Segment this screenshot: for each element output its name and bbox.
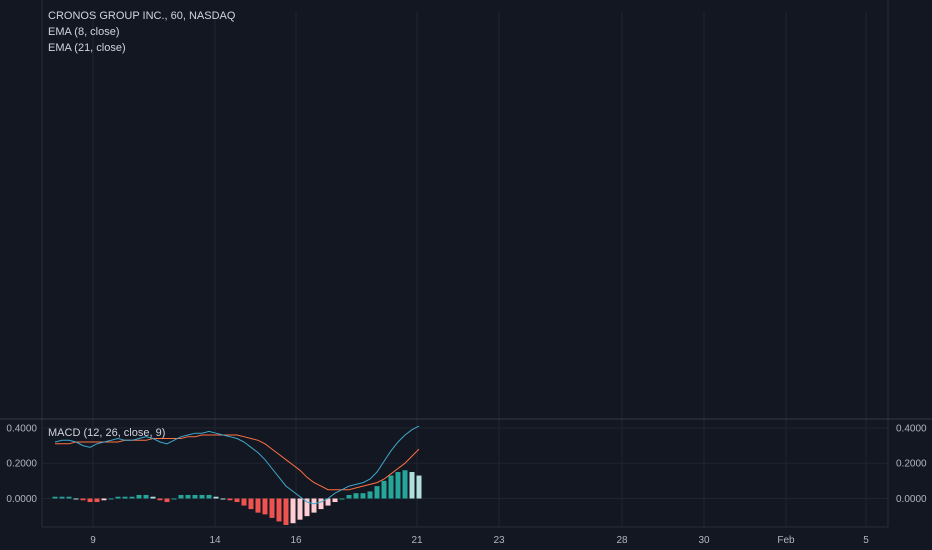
macd-histogram-bar xyxy=(297,498,303,520)
macd-histogram-bar xyxy=(94,498,100,503)
macd-histogram-bar xyxy=(227,498,233,501)
macd-histogram-bar xyxy=(248,498,254,510)
macd-histogram-bar xyxy=(311,498,317,513)
macd-histogram-bar xyxy=(206,494,212,499)
macd-histogram-bar xyxy=(353,493,359,499)
macd-histogram-bar xyxy=(339,498,345,500)
macd-histogram-bar xyxy=(346,494,352,499)
macd-histogram-bar xyxy=(360,493,366,499)
macd-tick-left: 0.4000 xyxy=(6,423,37,434)
macd-histogram-bar xyxy=(241,498,247,506)
time-tick: 14 xyxy=(209,535,221,546)
macd-histogram-bar xyxy=(136,494,142,499)
macd-histogram-bar xyxy=(122,496,128,499)
chart-legend: CRONOS GROUP INC., 60, NASDAQ EMA (8, cl… xyxy=(48,8,235,56)
macd-histogram-bar xyxy=(66,496,72,499)
macd-panel xyxy=(52,425,422,525)
macd-tick-right: 0.4000 xyxy=(896,423,927,434)
macd-histogram-bar xyxy=(52,496,58,499)
macd-histogram-bar xyxy=(157,498,163,501)
macd-histogram-bar xyxy=(269,498,275,518)
macd-histogram-bar xyxy=(108,498,114,500)
ema21-legend[interactable]: EMA (21, close) xyxy=(48,42,126,54)
time-tick: 5 xyxy=(863,535,869,546)
macd-histogram-bar xyxy=(395,472,401,499)
macd-histogram-bar xyxy=(59,496,65,499)
time-tick: 30 xyxy=(698,535,710,546)
macd-histogram-bar xyxy=(178,494,184,499)
time-tick: 21 xyxy=(411,535,423,546)
macd-histogram-bar xyxy=(220,498,226,500)
time-tick: 23 xyxy=(493,535,505,546)
macd-histogram-bar xyxy=(304,498,310,517)
macd-histogram-bar xyxy=(381,480,387,499)
macd-histogram-bar xyxy=(234,498,240,503)
macd-legend[interactable]: MACD (12, 26, close, 9) xyxy=(48,427,166,439)
macd-histogram-bar xyxy=(325,498,331,506)
time-tick: 28 xyxy=(616,535,628,546)
macd-histogram-bar xyxy=(199,494,205,499)
macd-histogram-bar xyxy=(150,496,156,499)
macd-histogram-bar xyxy=(374,486,380,499)
macd-tick-left: 0.2000 xyxy=(6,459,37,470)
macd-histogram-bar xyxy=(332,498,338,503)
macd-histogram-bar xyxy=(80,498,86,501)
macd-line xyxy=(54,425,420,505)
macd-histogram-bar xyxy=(164,498,170,503)
macd-histogram-bar xyxy=(213,496,219,499)
macd-tick-right: 0.2000 xyxy=(896,459,927,470)
macd-histogram-bar xyxy=(402,470,408,499)
macd-histogram-bar xyxy=(388,475,394,499)
time-tick: 9 xyxy=(90,535,96,546)
grid xyxy=(42,12,888,527)
macd-histogram-bar xyxy=(129,496,135,499)
macd-histogram-bar xyxy=(255,498,261,513)
macd-histogram-bar xyxy=(101,498,107,501)
macd-histogram-bar xyxy=(409,472,415,499)
macd-histogram-bar xyxy=(192,494,198,499)
macd-tick-left: 0.0000 xyxy=(6,494,37,505)
macd-histogram-bar xyxy=(283,498,289,525)
macd-histogram-bar xyxy=(185,494,191,499)
macd-tick-right: 0.0000 xyxy=(896,494,927,505)
macd-histogram-bar xyxy=(276,498,282,522)
macd-histogram-bar xyxy=(290,498,296,524)
macd-histogram-bar xyxy=(262,498,268,515)
time-tick: Feb xyxy=(777,535,795,546)
macd-histogram-bar xyxy=(367,491,373,499)
macd-histogram-bar xyxy=(416,475,422,499)
macd-histogram-bar xyxy=(73,498,79,500)
macd-histogram-bar xyxy=(171,498,177,500)
time-tick: 16 xyxy=(290,535,302,546)
macd-histogram-bar xyxy=(115,496,121,499)
macd-histogram-bar xyxy=(87,498,93,503)
macd-signal-line xyxy=(55,434,420,491)
ema8-legend[interactable]: EMA (8, close) xyxy=(48,26,120,38)
macd-histogram-bar xyxy=(318,498,324,510)
macd-histogram-bar xyxy=(143,494,149,499)
symbol-title[interactable]: CRONOS GROUP INC., 60, NASDAQ xyxy=(48,10,236,22)
